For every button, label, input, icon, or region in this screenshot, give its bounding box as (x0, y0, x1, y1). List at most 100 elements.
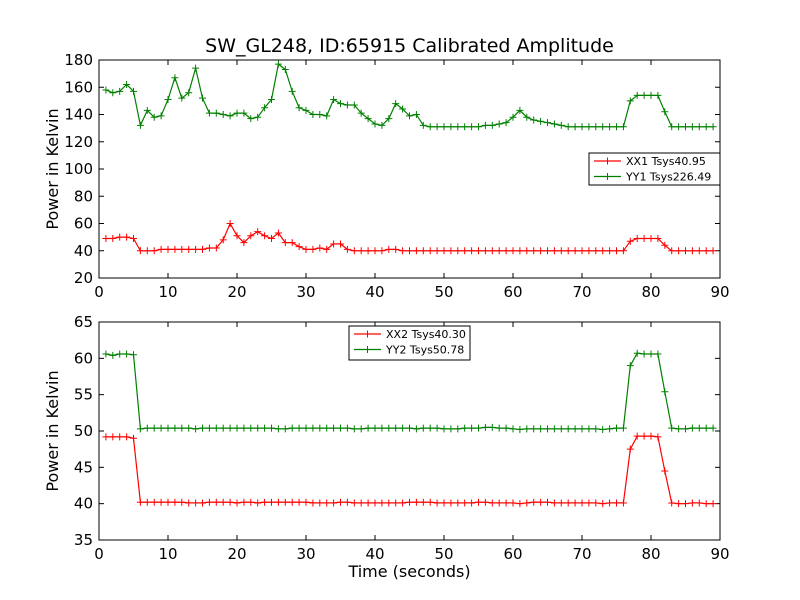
data-point (323, 499, 331, 507)
data-point (247, 115, 255, 123)
data-point (357, 499, 365, 507)
data-point (109, 351, 117, 359)
data-point (702, 424, 710, 432)
data-point (550, 499, 558, 507)
data-point (488, 121, 496, 129)
data-point (461, 247, 469, 255)
data-point (599, 426, 607, 434)
data-point (633, 234, 641, 242)
data-point (143, 424, 151, 432)
data-point (199, 245, 206, 253)
data-point (364, 424, 372, 432)
data-point (599, 123, 607, 131)
data-point (295, 424, 303, 432)
data-point (509, 247, 517, 255)
legend: XX1 Tsys40.95 YY1 Tsys226.49 (588, 152, 721, 186)
data-point (419, 121, 427, 129)
data-point (585, 123, 593, 131)
data-point (136, 498, 144, 506)
data-point (233, 424, 241, 432)
data-point (626, 237, 634, 245)
x-axis-label: Time (seconds) (347, 562, 470, 581)
y-tick-label: 65 (74, 313, 93, 331)
data-point (613, 247, 620, 255)
data-point (357, 247, 365, 255)
data-point (268, 234, 275, 242)
data-point (233, 109, 241, 117)
data-point (302, 498, 310, 506)
data-point (171, 74, 179, 82)
data-point (571, 499, 579, 507)
data-point (109, 234, 117, 242)
series-1 (102, 432, 717, 508)
data-point (440, 247, 448, 255)
data-point (440, 123, 448, 131)
data-point (268, 424, 275, 432)
x-tick-label: 60 (503, 283, 522, 301)
data-point (709, 424, 717, 432)
data-point (578, 247, 586, 255)
data-point (695, 247, 703, 255)
y-tick-label: 140 (64, 106, 93, 124)
data-point (364, 247, 372, 255)
data-point (502, 247, 510, 255)
data-point (675, 425, 683, 433)
data-point (682, 247, 689, 255)
x-tick-label: 20 (227, 283, 246, 301)
data-point (192, 499, 200, 507)
data-point (682, 500, 689, 508)
data-point (240, 424, 248, 432)
data-point (212, 424, 220, 432)
data-point (661, 241, 669, 249)
data-point (385, 499, 393, 507)
data-point (530, 247, 538, 255)
data-point (150, 498, 158, 506)
data-point (226, 498, 234, 506)
data-point (578, 123, 586, 131)
data-point (682, 425, 689, 433)
data-point (364, 115, 372, 123)
data-point (640, 91, 648, 99)
data-point (516, 426, 524, 434)
x-tick-label: 10 (158, 545, 177, 563)
data-point (481, 498, 489, 506)
x-tick-label: 40 (365, 283, 384, 301)
x-tick-label: 70 (572, 545, 591, 563)
y-tick-label: 35 (74, 531, 93, 549)
data-point (557, 499, 565, 507)
data-point (702, 500, 710, 508)
data-point (171, 245, 179, 253)
data-point (564, 425, 572, 433)
data-point (130, 351, 137, 359)
data-point (288, 239, 296, 247)
data-point (613, 123, 620, 131)
data-point (468, 424, 476, 432)
data-point (226, 424, 234, 432)
legend-marker (604, 157, 611, 165)
data-point (440, 425, 448, 433)
data-point (309, 245, 317, 253)
data-point (626, 362, 634, 370)
x-tick-label: 0 (94, 545, 104, 563)
data-point (647, 432, 655, 440)
data-point (688, 424, 696, 432)
data-point (399, 424, 407, 432)
data-point (171, 498, 179, 506)
data-point (640, 350, 648, 358)
data-point (668, 247, 676, 255)
data-point (633, 91, 641, 99)
legend-box (588, 152, 721, 186)
data-point (709, 123, 717, 131)
data-point (350, 247, 358, 255)
data-point (426, 123, 434, 131)
data-point (675, 247, 683, 255)
data-point (461, 424, 469, 432)
data-point (606, 247, 614, 255)
data-point (371, 424, 379, 432)
data-point (164, 245, 172, 253)
data-point (468, 123, 476, 131)
data-point (688, 247, 696, 255)
data-point (199, 94, 206, 102)
data-point (592, 425, 600, 433)
x-tick-label: 80 (641, 545, 660, 563)
